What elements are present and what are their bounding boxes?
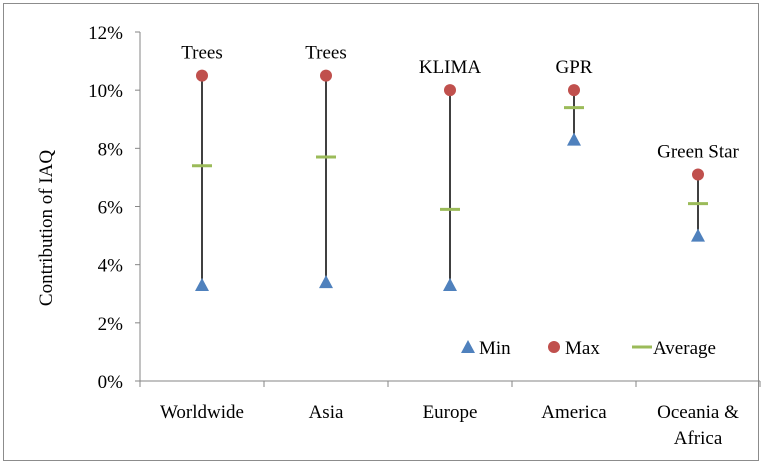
x-tick-label: Oceania & Africa: [657, 402, 739, 449]
axes: 0% 2% 4% 6% 8% 10% 12% Worldwide Asia Europe Ameri…: [88, 23, 761, 449]
legend-min-icon: [461, 340, 475, 353]
chart-frame: [3, 3, 759, 461]
y-tick-label: 8%: [98, 139, 124, 160]
max-marker: [196, 69, 208, 82]
y-tick-label: 12%: [88, 23, 123, 44]
min-marker: [691, 228, 705, 242]
y-tick-label: 0%: [98, 372, 124, 393]
x-tick-label: America: [541, 402, 607, 423]
min-marker: [195, 278, 209, 292]
y-tick-label: 4%: [98, 256, 124, 277]
min-marker: [319, 275, 333, 289]
annotation-label: Green Star: [657, 142, 739, 163]
legend-max-icon: [548, 341, 560, 353]
legend-average-label: Average: [653, 338, 716, 359]
chart-marks: Trees Trees KLIMA GPR Green Star: [181, 43, 740, 292]
annotation-label: Trees: [305, 43, 347, 64]
y-tick-label: 6%: [98, 198, 124, 219]
x-tick-label: Worldwide: [160, 402, 244, 423]
y-tick-label: 10%: [88, 81, 123, 102]
legend-min-label: Min: [479, 338, 511, 359]
annotation-label: GPR: [556, 57, 593, 78]
max-marker: [320, 69, 332, 82]
annotation-label: KLIMA: [419, 57, 482, 78]
legend-max-label: Max: [565, 338, 600, 359]
max-marker: [692, 168, 704, 181]
annotation-label: Trees: [181, 43, 223, 64]
legend: Min Max Average: [461, 338, 716, 359]
max-marker: [568, 84, 580, 97]
x-tick-label: Asia: [309, 402, 344, 423]
y-axis-label: Contribution of IAQ: [36, 150, 57, 306]
min-marker: [567, 132, 581, 146]
max-marker: [444, 84, 456, 97]
y-tick-label: 2%: [98, 314, 124, 335]
min-marker: [443, 278, 457, 292]
x-tick-label: Europe: [423, 402, 478, 423]
